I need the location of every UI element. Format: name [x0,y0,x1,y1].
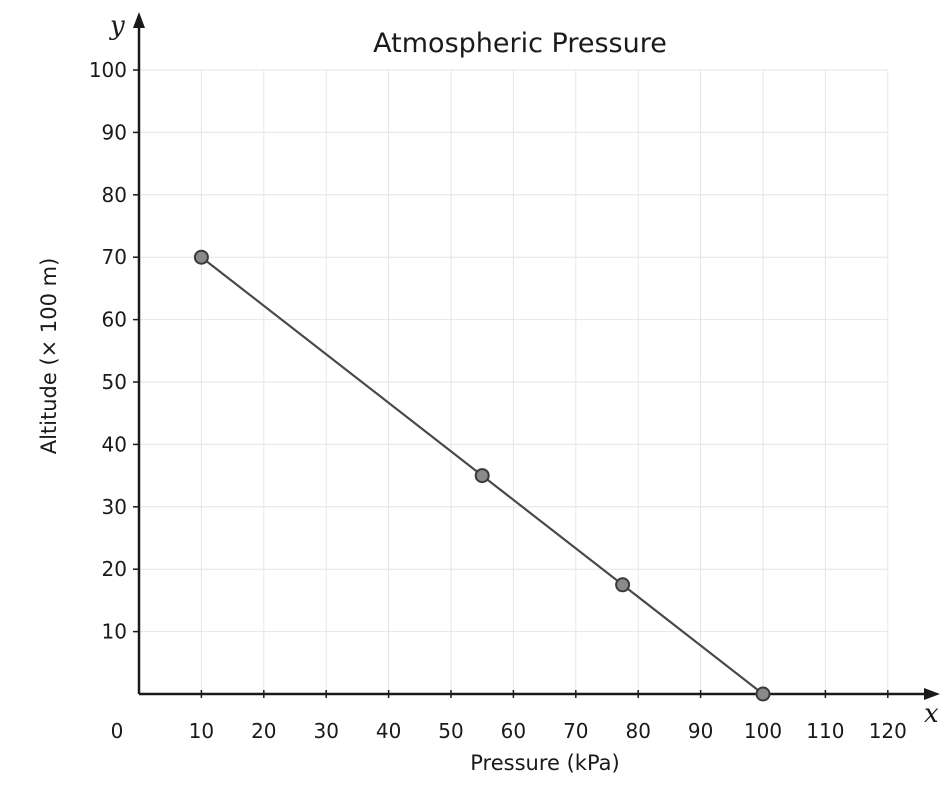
y-tick-label-40: 40 [102,432,127,456]
x-tick-label-60: 60 [501,719,526,743]
data-series [193,249,771,702]
tick-labels: 10 20 30 40 50 60 70 80 90 100 110 120 10 20 30 40 50 60 7… [89,58,907,743]
y-tick-label-50: 50 [102,370,127,394]
gridlines [139,69,889,694]
y-axis-arrow [133,12,145,28]
axes [133,12,940,700]
x-tick-label-110: 110 [806,719,844,743]
x-tick-label-70: 70 [563,719,588,743]
x-tick-label-100: 100 [744,719,782,743]
x-tick-label-50: 50 [438,719,463,743]
x-tick-label-90: 90 [688,719,713,743]
x-axis-letter: x [924,699,939,729]
chart-title: Atmospheric Pressure [373,28,667,59]
x-tick-label-30: 30 [313,719,338,743]
y-tick-label-10: 10 [102,620,127,644]
x-tick-label-20: 20 [251,719,276,743]
series-line-0 [200,256,764,695]
data-point-1 [474,468,490,484]
y-tick-label-90: 90 [102,120,127,144]
y-tick-label-70: 70 [102,245,127,269]
y-tick-label-80: 80 [102,183,127,207]
x-axis-arrow [924,688,940,700]
y-tick-label-60: 60 [102,308,127,332]
x-axis-title: Pressure (kPa) [470,751,619,775]
x-tick-label-10: 10 [189,719,214,743]
x-tick-label-80: 80 [625,719,650,743]
y-tick-label-100: 100 [89,58,127,82]
y-axis-letter: y [109,11,125,41]
data-point-3 [755,686,771,702]
origin-label: 0 [111,719,124,743]
x-tick-label-120: 120 [869,719,907,743]
chart-text: Atmospheric Pressure Pressure (kPa) Alti… [37,11,939,775]
x-tick-label-40: 40 [376,719,401,743]
data-point-0 [193,249,209,265]
y-tick-label-30: 30 [102,495,127,519]
y-tick-label-20: 20 [102,557,127,581]
data-point-2 [615,577,631,593]
y-axis-title: Altitude (× 100 m) [37,258,61,455]
